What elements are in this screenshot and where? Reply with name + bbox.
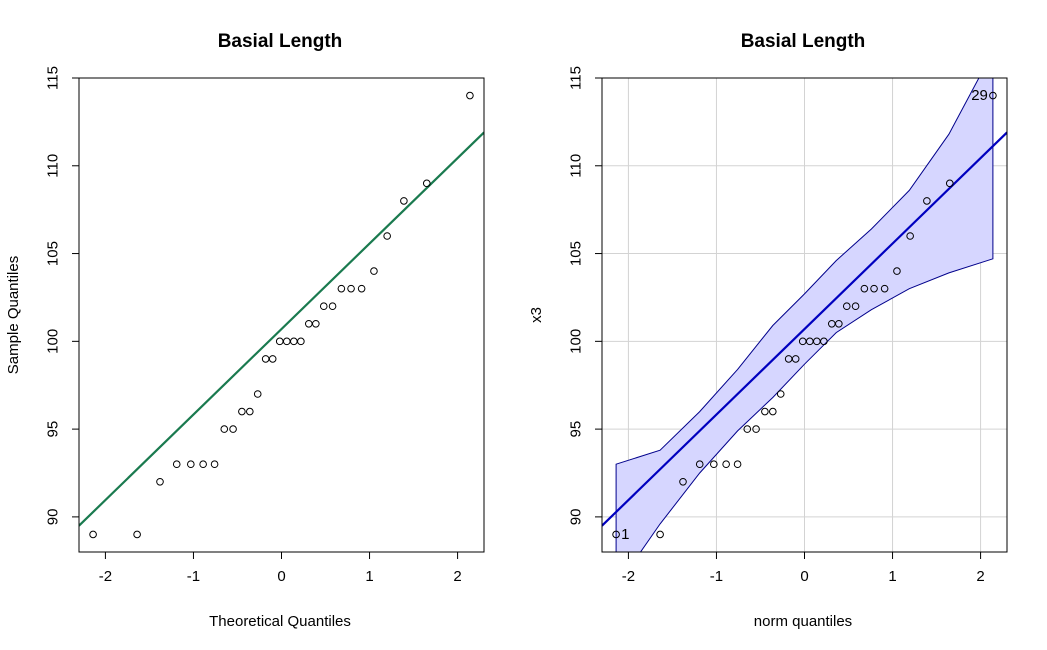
x-tick-label: 1 (888, 568, 896, 585)
x-tick-label: -2 (622, 568, 635, 585)
y-tick-label: 90 (45, 509, 62, 526)
data-point (851, 302, 860, 311)
data-point (275, 337, 284, 346)
point-label: 1 (621, 526, 629, 543)
data-point (923, 197, 931, 205)
data-point (612, 530, 620, 539)
y-tick-label: 115 (45, 66, 62, 90)
axis-ticks: -2 -1 0 1 2 90 95 100 105 110 115 (45, 66, 462, 585)
data-point (466, 91, 474, 100)
data-point (733, 460, 742, 469)
data-point (290, 337, 298, 346)
y-tick-label: 105 (568, 241, 585, 266)
reference-line (602, 131, 1007, 527)
data-point (945, 179, 954, 188)
x-tick-label: 2 (453, 568, 461, 585)
y-tick-label: 90 (568, 509, 585, 526)
data-point (238, 407, 246, 416)
data-point (89, 530, 97, 539)
axis-ticks: -2 -1 0 1 2 90 95 100 105 110 115 (568, 66, 985, 585)
data-point (133, 530, 141, 539)
data-point (246, 407, 254, 416)
confidence-band (615, 78, 994, 552)
x-tick-label: 0 (800, 568, 808, 585)
y-tick-label: 115 (568, 66, 585, 90)
data-points (612, 91, 997, 539)
data-point (906, 232, 914, 240)
data-point (268, 355, 277, 363)
data-point (752, 425, 760, 433)
y-tick-label: 105 (45, 241, 62, 266)
data-point (347, 284, 355, 293)
data-point (842, 302, 851, 311)
data-point (880, 284, 889, 293)
data-point (989, 91, 997, 100)
data-point (328, 302, 337, 311)
x-axis-label: Theoretical Quantiles (209, 613, 351, 630)
x-tick-label: -2 (99, 568, 112, 585)
data-point (695, 460, 704, 469)
data-point (769, 407, 777, 416)
data-point (261, 355, 270, 363)
chart-title: Basial Length (218, 31, 343, 52)
chart-title: Basial Length (741, 31, 866, 52)
data-point (422, 179, 431, 188)
data-point (776, 390, 785, 398)
x-tick-label: 1 (365, 568, 373, 585)
plot-frame (601, 77, 1008, 553)
data-points (89, 91, 474, 539)
x-tick-label: 2 (976, 568, 984, 585)
point-labels: 1 29 (621, 87, 988, 543)
data-point (835, 319, 843, 328)
y-tick-label: 100 (568, 329, 585, 354)
data-point (319, 302, 328, 311)
data-point (357, 284, 366, 293)
data-point (229, 425, 237, 433)
x-tick-label: -1 (187, 568, 200, 585)
data-point (253, 390, 262, 398)
qq-plot-right: Basial Length -2 -1 0 1 2 90 95 100 105 110 115 1 2… (528, 31, 1008, 630)
data-point (791, 355, 800, 363)
data-point (761, 407, 769, 416)
data-point (679, 477, 687, 486)
data-point (893, 267, 901, 275)
plot-frame (78, 77, 485, 553)
data-point (297, 337, 305, 346)
data-point (312, 319, 320, 328)
data-point (199, 460, 207, 469)
data-point (656, 530, 664, 539)
data-point (370, 267, 378, 275)
x-tick-label: -1 (710, 568, 723, 585)
y-tick-label: 100 (45, 329, 62, 354)
x-tick-label: 0 (277, 568, 285, 585)
point-label: 29 (971, 87, 988, 104)
data-point (156, 477, 164, 486)
y-tick-label: 110 (45, 154, 62, 178)
y-axis-label: Sample Quantiles (5, 256, 22, 374)
data-point (743, 425, 752, 433)
qq-plot-left: Basial Length -2 -1 0 1 2 90 95 100 105 110 115 Th… (5, 31, 485, 630)
data-point (820, 337, 828, 346)
data-point (722, 460, 730, 469)
reference-line (79, 131, 484, 527)
data-point (710, 460, 718, 469)
data-point (870, 284, 878, 293)
y-tick-label: 95 (568, 421, 585, 438)
y-tick-label: 95 (45, 421, 62, 438)
data-point (282, 337, 291, 346)
data-point (172, 460, 181, 469)
data-point (337, 284, 346, 293)
y-axis-label: x3 (528, 307, 545, 323)
data-point (400, 197, 408, 205)
x-axis-label: norm quantiles (754, 613, 852, 630)
data-point (220, 425, 229, 433)
data-point (383, 232, 391, 240)
y-tick-label: 110 (568, 154, 585, 178)
data-point (860, 284, 869, 293)
data-point (210, 460, 219, 469)
data-point (187, 460, 195, 469)
data-point (304, 319, 313, 328)
